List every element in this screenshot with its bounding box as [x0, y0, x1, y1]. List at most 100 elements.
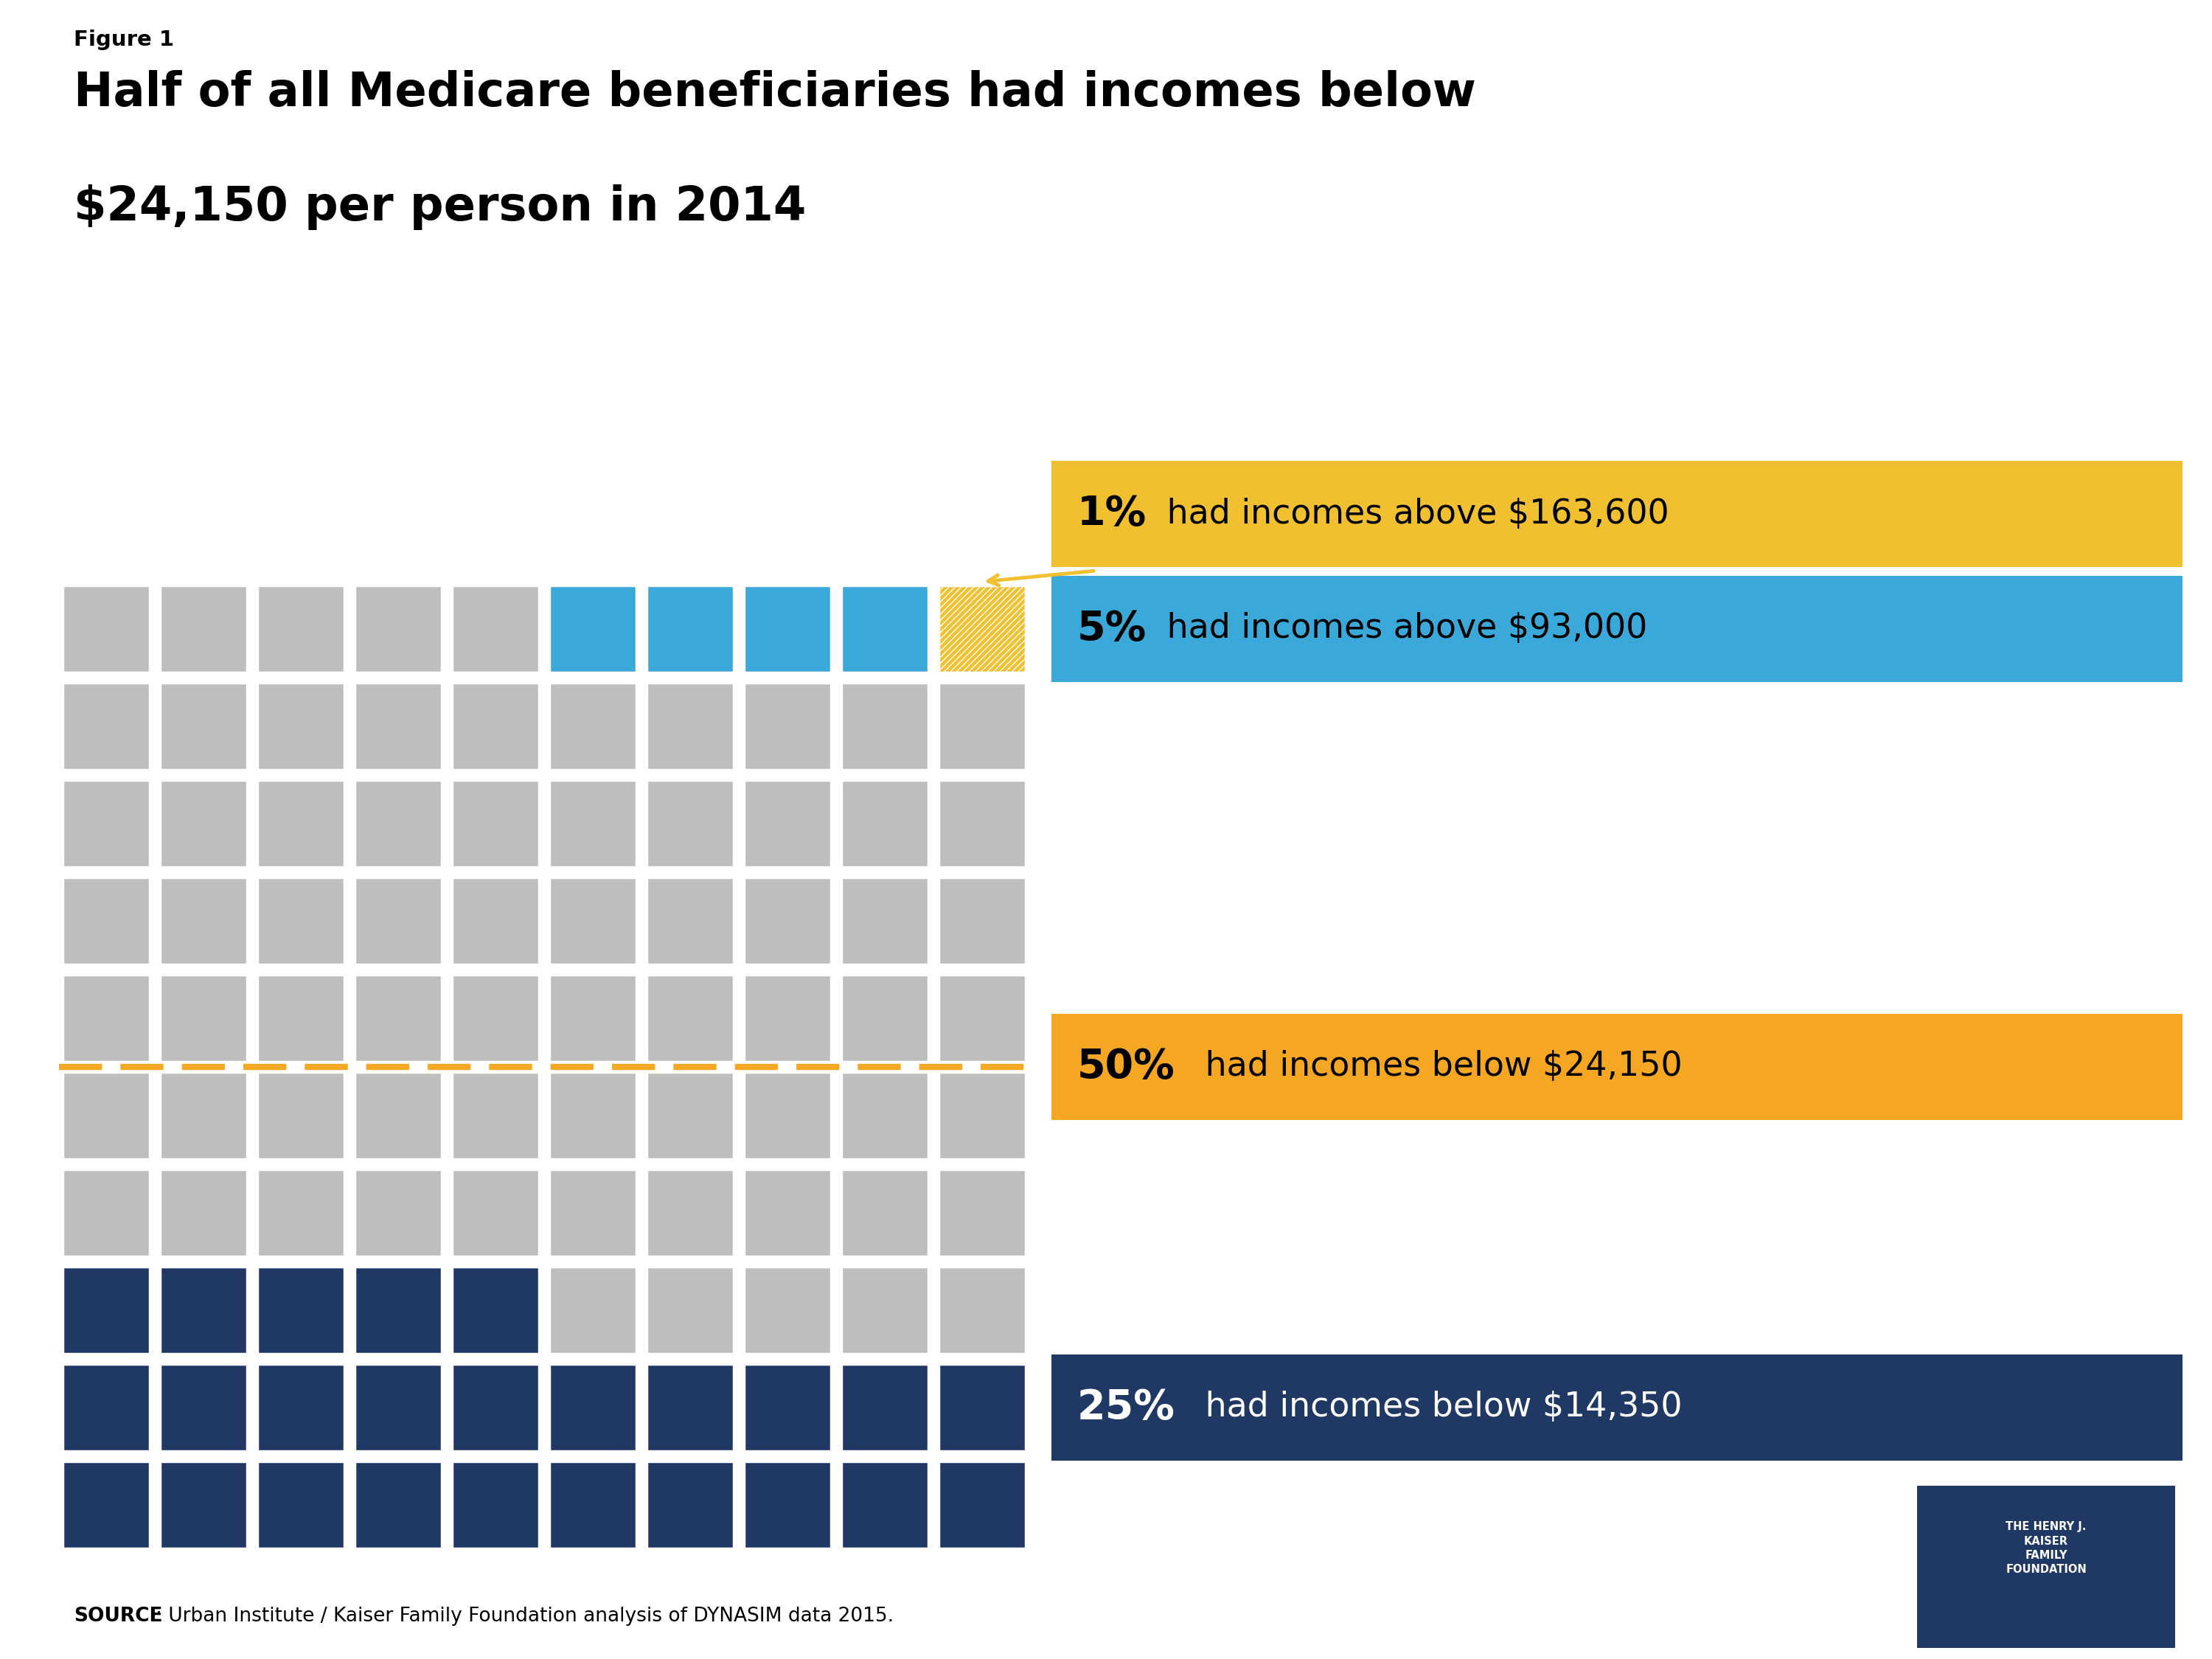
- Bar: [743, 878, 832, 964]
- Bar: [841, 1364, 929, 1452]
- Bar: [62, 1462, 150, 1548]
- Bar: [62, 684, 150, 770]
- Bar: [257, 780, 345, 868]
- Bar: [841, 586, 929, 672]
- Bar: [1051, 461, 2183, 567]
- Bar: [938, 684, 1026, 770]
- Bar: [159, 1267, 248, 1354]
- Bar: [938, 1364, 1026, 1452]
- Bar: [62, 878, 150, 964]
- Bar: [257, 684, 345, 770]
- Bar: [354, 1170, 442, 1256]
- Bar: [743, 1267, 832, 1354]
- Bar: [451, 1072, 540, 1160]
- Bar: [938, 1170, 1026, 1256]
- Bar: [354, 1462, 442, 1548]
- Bar: [743, 975, 832, 1062]
- Text: had incomes below $24,150: had incomes below $24,150: [1194, 1050, 1683, 1083]
- Bar: [62, 586, 150, 672]
- Text: had incomes above $93,000: had incomes above $93,000: [1157, 612, 1648, 645]
- Bar: [549, 1170, 637, 1256]
- Bar: [354, 1364, 442, 1452]
- Bar: [841, 1072, 929, 1160]
- Bar: [1918, 1486, 2174, 1647]
- Bar: [743, 1170, 832, 1256]
- Text: : Urban Institute / Kaiser Family Foundation analysis of DYNASIM data 2015.: : Urban Institute / Kaiser Family Founda…: [155, 1606, 894, 1626]
- Bar: [1051, 1014, 2183, 1120]
- Bar: [938, 1462, 1026, 1548]
- Bar: [549, 684, 637, 770]
- Bar: [841, 878, 929, 964]
- Bar: [354, 1072, 442, 1160]
- Text: 1%: 1%: [1077, 494, 1146, 534]
- Bar: [646, 780, 734, 868]
- Bar: [549, 1267, 637, 1354]
- Bar: [549, 1462, 637, 1548]
- Bar: [159, 1364, 248, 1452]
- Bar: [743, 684, 832, 770]
- Bar: [549, 780, 637, 868]
- Bar: [549, 1364, 637, 1452]
- Text: $24,150 per person in 2014: $24,150 per person in 2014: [73, 184, 805, 231]
- Text: Half of all Medicare beneficiaries had incomes below: Half of all Medicare beneficiaries had i…: [73, 70, 1475, 116]
- Bar: [1051, 1354, 2183, 1460]
- Bar: [62, 975, 150, 1062]
- Bar: [841, 684, 929, 770]
- Bar: [646, 586, 734, 672]
- Bar: [646, 1462, 734, 1548]
- Bar: [938, 1072, 1026, 1160]
- Bar: [743, 1364, 832, 1452]
- Bar: [549, 975, 637, 1062]
- Bar: [159, 1072, 248, 1160]
- Bar: [159, 780, 248, 868]
- Bar: [549, 1072, 637, 1160]
- Text: Figure 1: Figure 1: [73, 30, 175, 50]
- Bar: [354, 1267, 442, 1354]
- Bar: [646, 1267, 734, 1354]
- Bar: [646, 878, 734, 964]
- Bar: [354, 780, 442, 868]
- Bar: [451, 1364, 540, 1452]
- Bar: [646, 1364, 734, 1452]
- Bar: [451, 1170, 540, 1256]
- Bar: [62, 1364, 150, 1452]
- Bar: [451, 684, 540, 770]
- Bar: [257, 1170, 345, 1256]
- Bar: [257, 1072, 345, 1160]
- Bar: [257, 878, 345, 964]
- Bar: [451, 1462, 540, 1548]
- Bar: [646, 1072, 734, 1160]
- Bar: [257, 975, 345, 1062]
- Bar: [743, 586, 832, 672]
- Bar: [938, 1267, 1026, 1354]
- Bar: [62, 1267, 150, 1354]
- Bar: [451, 780, 540, 868]
- Bar: [743, 780, 832, 868]
- Bar: [841, 1170, 929, 1256]
- Bar: [354, 878, 442, 964]
- Bar: [938, 780, 1026, 868]
- Bar: [159, 1462, 248, 1548]
- Bar: [159, 586, 248, 672]
- Text: 25%: 25%: [1077, 1387, 1175, 1427]
- Bar: [743, 1072, 832, 1160]
- Bar: [159, 975, 248, 1062]
- Bar: [743, 1462, 832, 1548]
- Bar: [451, 1267, 540, 1354]
- Bar: [354, 684, 442, 770]
- Bar: [62, 1170, 150, 1256]
- Bar: [354, 975, 442, 1062]
- Text: SOURCE: SOURCE: [73, 1606, 164, 1626]
- Bar: [159, 684, 248, 770]
- Text: 50%: 50%: [1077, 1047, 1175, 1087]
- Bar: [841, 1462, 929, 1548]
- Text: THE HENRY J.
KAISER
FAMILY
FOUNDATION: THE HENRY J. KAISER FAMILY FOUNDATION: [2006, 1521, 2086, 1574]
- Bar: [62, 1072, 150, 1160]
- Bar: [62, 780, 150, 868]
- Bar: [646, 1170, 734, 1256]
- Bar: [257, 586, 345, 672]
- Bar: [451, 975, 540, 1062]
- Bar: [841, 975, 929, 1062]
- Bar: [646, 684, 734, 770]
- Bar: [257, 1267, 345, 1354]
